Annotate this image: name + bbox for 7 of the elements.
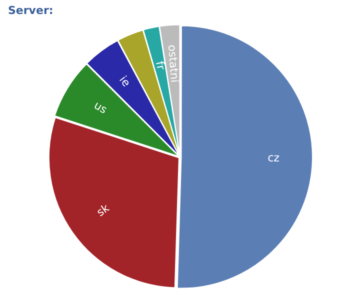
slice-label: cz — [268, 151, 280, 164]
chart-title: Server: — [8, 4, 54, 17]
slice-label: sk — [94, 201, 112, 220]
slice-label: us — [92, 98, 110, 117]
slice-label: ie — [116, 74, 134, 90]
slice-label: fr — [152, 60, 168, 72]
slice-label: ostatní — [165, 44, 182, 84]
